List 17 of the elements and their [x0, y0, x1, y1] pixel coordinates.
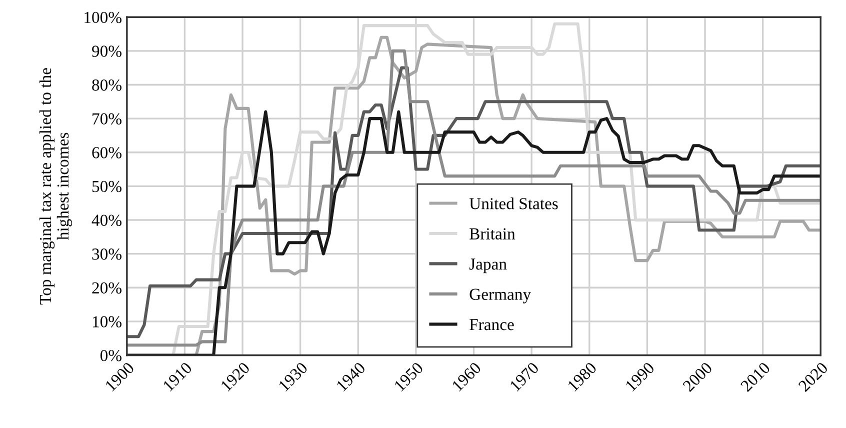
y-tick-label: 30% — [92, 248, 122, 260]
legend-label: United States — [469, 198, 558, 210]
legend-label: Britain — [470, 228, 516, 240]
y-tick-label: 20% — [92, 282, 122, 294]
y-tick-label: 80% — [92, 79, 122, 91]
y-tick-label: 0% — [100, 350, 122, 362]
y-axis-title: Top marginal tax rate applied to the highest incomes — [39, 68, 72, 305]
y-tick-label: 60% — [92, 147, 122, 158]
y-tick-label: 10% — [92, 316, 122, 328]
legend-label: France — [470, 319, 514, 330]
legend-label: Germany — [470, 288, 532, 304]
legend-label: Japan — [469, 258, 507, 274]
y-tick-label: 100% — [84, 12, 122, 24]
y-tick-label: 70% — [92, 113, 122, 125]
y-tick-label: 50% — [92, 180, 122, 192]
y-tick-label: 90% — [92, 46, 122, 57]
y-tick-label: 40% — [92, 214, 122, 226]
